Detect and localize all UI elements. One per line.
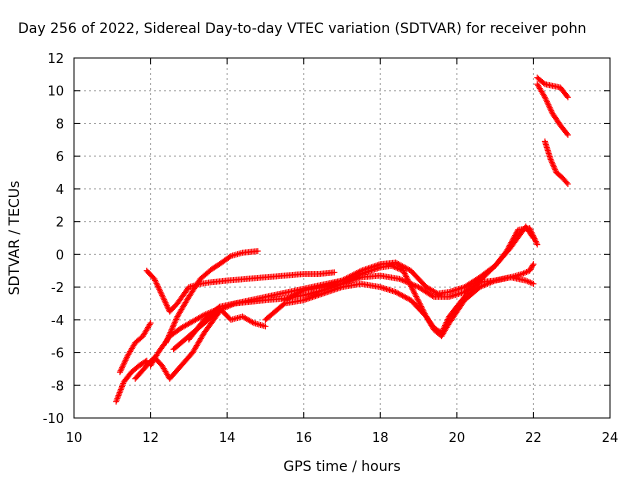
data-point [406, 280, 413, 287]
data-point [226, 253, 233, 260]
data-point [416, 299, 423, 306]
y-axis-title: SDTVAR / TECUs [7, 181, 23, 296]
x-tick-label: 10 [66, 431, 83, 446]
data-point [280, 301, 287, 308]
data-point [403, 273, 410, 280]
data-point [411, 289, 418, 296]
data-point [408, 283, 415, 290]
data-point [249, 319, 256, 326]
data-points [113, 74, 571, 405]
y-tick-label: 10 [47, 85, 64, 100]
data-point [419, 306, 426, 313]
x-tick-label: 16 [295, 431, 312, 446]
data-point [391, 264, 398, 271]
series-track-06 [162, 248, 261, 346]
series-track-01 [113, 357, 150, 405]
x-tick-label: 14 [219, 431, 236, 446]
x-tick-label: 12 [142, 431, 159, 446]
data-point [406, 279, 412, 286]
series-track-14 [541, 138, 571, 187]
data-point [401, 270, 408, 277]
data-point [400, 267, 407, 274]
chart-title: Day 256 of 2022, Sidereal Day-to-day VTE… [18, 21, 586, 37]
y-tick-label: -6 [51, 347, 64, 362]
plot-frame [73, 57, 611, 419]
y-tick-label: -2 [51, 281, 64, 296]
data-point [403, 274, 410, 281]
x-tick-label: 20 [449, 431, 466, 446]
data-point [540, 80, 547, 87]
data-point [405, 277, 412, 284]
y-tick-label: 12 [47, 52, 64, 67]
data-point [418, 304, 425, 311]
y-tick-label: -10 [43, 412, 64, 427]
data-point [429, 293, 436, 300]
data-point [530, 261, 537, 268]
data-point [563, 130, 570, 137]
data-point [413, 294, 420, 301]
y-tick-label: 0 [56, 248, 64, 263]
data-point [254, 248, 261, 255]
data-point [421, 309, 428, 316]
y-tick-label: -4 [51, 314, 64, 329]
data-point [564, 131, 571, 138]
data-point [388, 262, 395, 269]
series-track-09 [281, 223, 537, 304]
data-point [402, 272, 409, 279]
data-point [564, 94, 571, 101]
data-point [413, 293, 420, 300]
data-point [564, 181, 571, 187]
data-point [420, 307, 427, 314]
data-point [407, 282, 414, 289]
data-point [417, 302, 424, 309]
data-point [529, 262, 536, 269]
x-tick-label: 22 [525, 431, 542, 446]
data-point [262, 323, 269, 330]
y-tick-label: 2 [56, 216, 64, 231]
data-point [415, 297, 422, 304]
data-point [404, 276, 411, 283]
data-point [416, 300, 423, 307]
data-point [563, 93, 570, 100]
x-tick-label: 18 [372, 431, 389, 446]
data-point [395, 265, 402, 272]
series-track-04 [143, 267, 338, 315]
data-point [411, 290, 418, 297]
data-point [400, 269, 407, 276]
data-point [530, 280, 537, 287]
series-track-11 [319, 261, 537, 340]
data-point [421, 310, 428, 317]
data-point [409, 286, 416, 293]
x-axis-title: GPS time / hours [283, 459, 400, 475]
data-point [414, 296, 421, 303]
x-tick-label: 24 [602, 431, 619, 446]
data-point [418, 303, 425, 310]
data-point [563, 179, 570, 186]
series-track-10 [262, 274, 537, 336]
data-point [412, 292, 419, 299]
y-tick-label: 4 [56, 183, 64, 198]
data-point [393, 264, 400, 271]
data-point [410, 287, 417, 294]
series-track-02 [116, 320, 154, 376]
y-tick-label: 8 [56, 117, 64, 132]
data-point [215, 304, 222, 311]
y-tick-label: 6 [56, 150, 64, 165]
data-point [534, 241, 541, 248]
series-track-13 [534, 81, 571, 138]
series-track-12 [534, 74, 571, 101]
y-tick-label: -8 [51, 379, 64, 394]
data-point [408, 284, 415, 291]
data-point [529, 233, 536, 240]
data-point [530, 235, 537, 241]
data-point [397, 266, 404, 273]
data-point [331, 269, 338, 276]
data-point [394, 265, 401, 272]
data-point [147, 320, 154, 327]
data-point [390, 263, 397, 270]
